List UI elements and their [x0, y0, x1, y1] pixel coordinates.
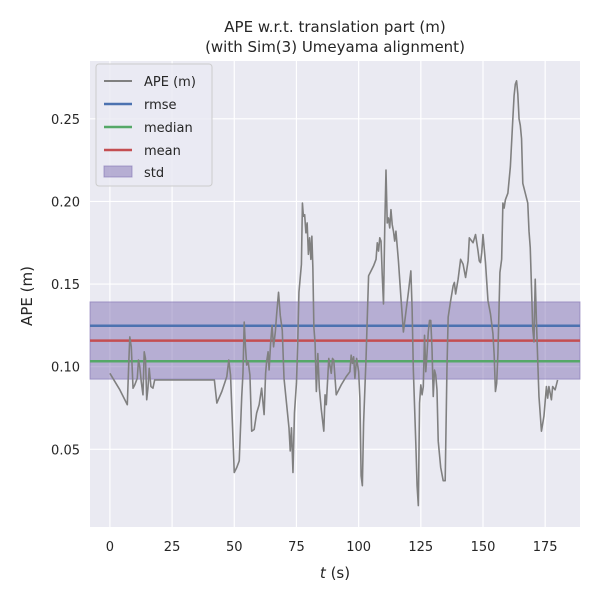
y-tick-label: 0.15	[51, 278, 80, 293]
x-tick-label: 150	[471, 540, 496, 555]
x-tick-label: 125	[408, 540, 433, 555]
x-tick-labels: 0 25 50 75 100 125 150 175	[106, 540, 558, 555]
x-tick-label: 175	[533, 540, 558, 555]
x-axis-label-unit: (s)	[326, 564, 350, 582]
y-tick-label: 0.10	[51, 361, 80, 376]
ape-series-line	[109, 80, 559, 507]
x-axis-label-var: t	[320, 564, 327, 582]
chart-title-line2: (with Sim(3) Umeyama alignment)	[205, 38, 465, 56]
x-tick-label: 50	[226, 540, 243, 555]
series-group	[109, 80, 559, 507]
y-tick-labels: 0.05 0.10 0.15 0.20 0.25	[51, 113, 80, 458]
legend-frame	[95, 63, 213, 187]
legend-label-rmse: rmse	[144, 98, 177, 113]
y-axis-label: APE (m)	[18, 266, 36, 326]
legend-swatch-std	[103, 165, 133, 178]
legend-label-median: median	[144, 121, 193, 136]
legend: APE (m) rmse median mean std	[95, 63, 213, 187]
legend-label-ape: APE (m)	[144, 75, 196, 90]
x-axis-label: t (s)	[320, 564, 350, 582]
x-tick-label: 0	[106, 540, 114, 555]
y-tick-label: 0.25	[51, 113, 80, 128]
x-tick-label: 75	[288, 540, 305, 555]
chart-title-line1: APE w.r.t. translation part (m)	[224, 18, 445, 36]
y-tick-label: 0.20	[51, 195, 80, 210]
y-tick-label: 0.05	[51, 443, 80, 458]
x-tick-label: 100	[346, 540, 371, 555]
legend-label-std: std	[144, 166, 164, 181]
x-tick-label: 25	[164, 540, 181, 555]
legend-label-mean: mean	[144, 144, 181, 159]
